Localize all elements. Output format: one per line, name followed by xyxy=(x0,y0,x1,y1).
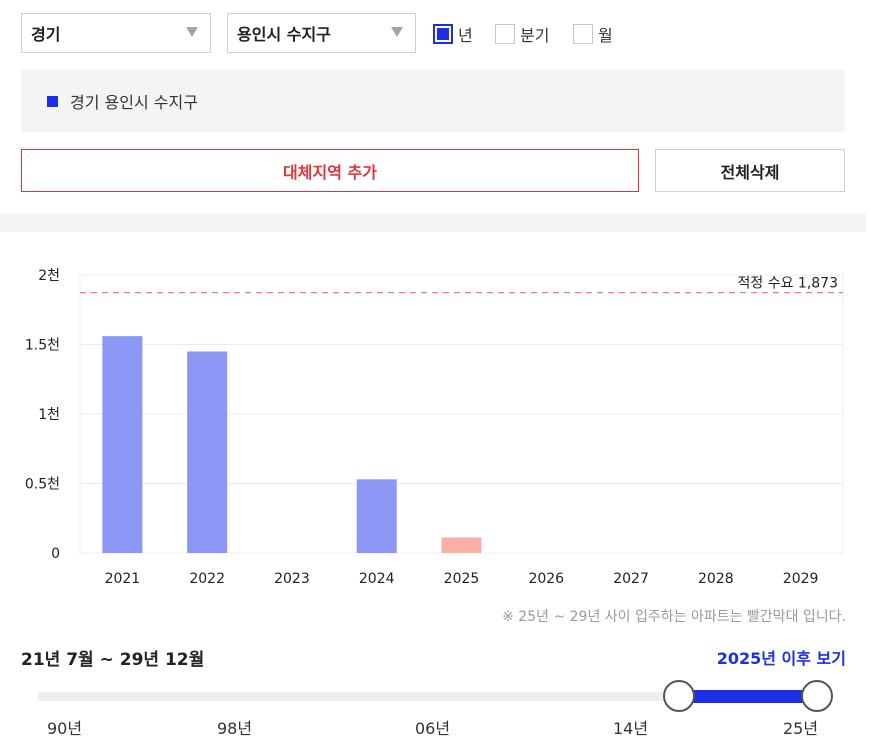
checkbox-icon xyxy=(573,24,593,44)
section-divider xyxy=(0,214,866,232)
city-select-value: 용인시 수지구 xyxy=(237,25,331,44)
region-select[interactable]: 경기 xyxy=(21,13,211,53)
x-tick-label: 2024 xyxy=(359,571,395,587)
slider-scale-label: 90년 xyxy=(47,719,83,738)
x-tick-label: 2021 xyxy=(105,571,141,587)
delete-all-button[interactable]: 전체삭제 xyxy=(655,149,845,192)
bar-2025 xyxy=(441,537,482,553)
city-select[interactable]: 용인시 수지구 xyxy=(227,13,416,53)
selected-region-panel: 경기 용인시 수지구 xyxy=(21,70,845,132)
bar-2022 xyxy=(187,351,228,553)
period-month-label: 월 xyxy=(598,26,613,45)
checkbox-checked-icon xyxy=(433,24,453,44)
period-month-checkbox[interactable]: 월 xyxy=(573,22,613,46)
bar-2024 xyxy=(356,479,397,553)
period-range-slider[interactable] xyxy=(37,680,833,712)
chevron-down-icon xyxy=(186,27,198,37)
period-year-label: 년 xyxy=(458,26,473,45)
x-tick-label: 2028 xyxy=(698,571,734,587)
period-quarter-checkbox[interactable]: 분기 xyxy=(495,22,549,46)
y-tick-label: 1천 xyxy=(38,407,60,423)
x-tick-label: 2029 xyxy=(783,571,819,587)
period-quarter-label: 분기 xyxy=(520,26,550,45)
slider-selected-range xyxy=(679,690,817,703)
slider-scale-label: 98년 xyxy=(217,719,253,738)
slider-end-handle[interactable] xyxy=(801,680,833,712)
selected-region-label: 경기 용인시 수지구 xyxy=(70,93,198,112)
y-tick-label: 1.5천 xyxy=(25,338,60,354)
period-year-checkbox[interactable]: 년 xyxy=(433,22,473,46)
y-tick-label: 2천 xyxy=(38,268,60,284)
slider-scale-label: 06년 xyxy=(415,719,451,738)
slider-start-handle[interactable] xyxy=(663,680,695,712)
date-range-label: 21년 7월 ~ 29년 12월 xyxy=(21,650,205,670)
bar-2021 xyxy=(102,336,143,553)
checkbox-icon xyxy=(495,24,515,44)
slider-track xyxy=(37,692,827,701)
supply-bar-chart: 0 0.5천 1천 1.5천 2천 2021 2022 2023 2024 2025 2026 202… xyxy=(25,268,844,587)
y-tick-label: 0 xyxy=(51,546,60,562)
x-tick-label: 2023 xyxy=(274,571,310,587)
chart-note: ※ 25년 ~ 29년 사이 입주하는 아파트는 빨간막대 입니다. xyxy=(502,609,846,625)
slider-scale-label: 14년 xyxy=(613,719,649,738)
demand-reference-label: 적정 수요 1,873 xyxy=(738,276,839,292)
add-alt-region-button[interactable]: 대체지역 추가 xyxy=(21,149,639,192)
legend-square-icon xyxy=(47,95,58,107)
x-tick-label: 2022 xyxy=(189,571,225,587)
chevron-down-icon xyxy=(391,27,403,37)
x-tick-label: 2025 xyxy=(444,571,480,587)
x-tick-label: 2026 xyxy=(528,571,564,587)
x-tick-label: 2027 xyxy=(613,571,649,587)
region-select-value: 경기 xyxy=(31,25,61,44)
y-tick-label: 0.5천 xyxy=(25,477,60,493)
view-after-2025-link[interactable]: 2025년 이후 보기 xyxy=(716,649,846,668)
slider-scale-label: 25년 xyxy=(783,719,819,738)
